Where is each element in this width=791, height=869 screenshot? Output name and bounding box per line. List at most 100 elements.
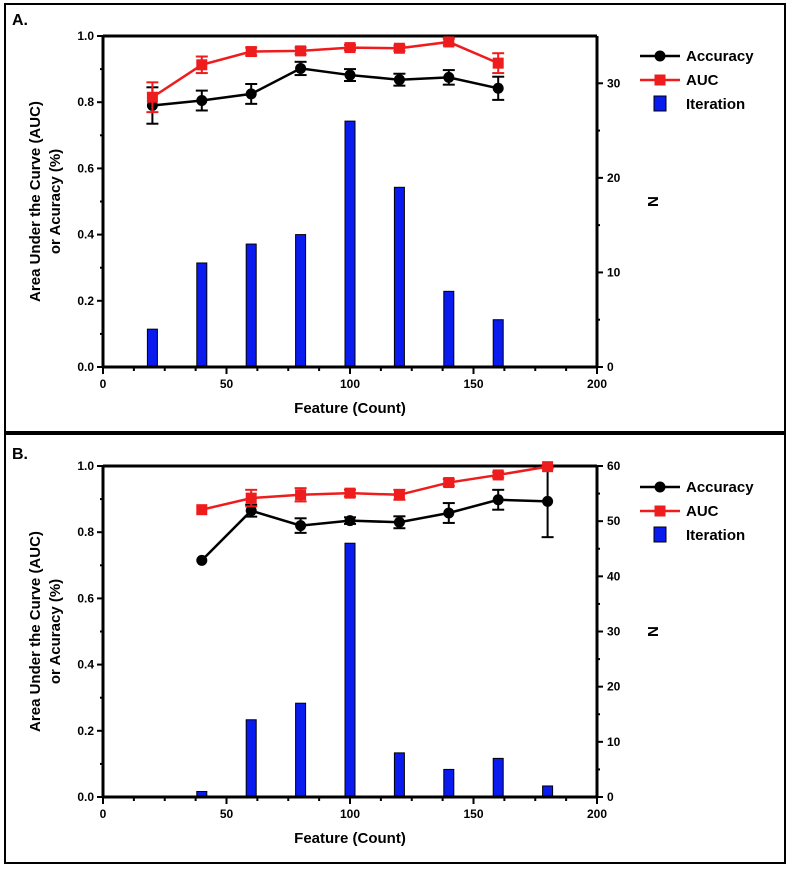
- accuracy-point: [245, 88, 257, 100]
- x-tick-label: 100: [340, 807, 360, 821]
- auc-point: [393, 42, 405, 54]
- iteration-bar: [295, 702, 307, 798]
- accuracy-point: [295, 520, 307, 532]
- x-tick-label: 150: [463, 807, 483, 821]
- y2-tick-label: 20: [607, 171, 621, 185]
- auc-point: [344, 487, 356, 499]
- y-tick-label: 0.0: [77, 360, 94, 374]
- auc-point: [146, 91, 158, 103]
- accuracy-point: [196, 554, 208, 566]
- auc-point: [245, 46, 257, 58]
- accuracy-point: [443, 71, 455, 83]
- legend-swatch-marker: [654, 505, 666, 517]
- auc-point: [492, 57, 504, 69]
- y2-tick-label: 30: [607, 625, 621, 639]
- iteration-bar: [344, 542, 356, 798]
- auc-point: [295, 489, 307, 501]
- iteration-bar: [245, 719, 257, 798]
- auc-point: [443, 36, 455, 48]
- auc-series-line: [201, 465, 548, 511]
- x-tick-label: 150: [463, 377, 483, 391]
- y2-tick-label: 10: [607, 265, 621, 279]
- iteration-bar: [443, 290, 455, 368]
- panel-label: A.: [12, 12, 28, 29]
- accuracy-point: [393, 74, 405, 86]
- y-tick-label: 1.0: [77, 459, 94, 473]
- panel-label: B.: [12, 446, 28, 463]
- legend-swatch-marker: [654, 50, 666, 62]
- y2-tick-label: 0: [607, 360, 614, 374]
- auc-point: [196, 504, 208, 516]
- auc-series-line: [151, 40, 499, 99]
- legend-label: Iteration: [686, 96, 745, 113]
- iteration-bar: [196, 262, 208, 368]
- y2-tick-label: 10: [607, 735, 621, 749]
- accuracy-point: [196, 95, 208, 107]
- accuracy-point: [344, 69, 356, 81]
- y2-tick-label: 60: [607, 459, 621, 473]
- y-axis-title-line-2: or Acuracy (%): [47, 579, 64, 684]
- legend-label: Accuracy: [686, 479, 754, 496]
- y2-tick-label: 30: [607, 76, 621, 90]
- y-axis-title-line-1: Area Under the Curve (AUC): [27, 101, 44, 302]
- legend-swatch-marker: [654, 74, 666, 86]
- y-axis-title-line-2: or Acuracy (%): [47, 149, 64, 254]
- auc-point: [295, 45, 307, 57]
- legend-label: Accuracy: [686, 48, 754, 65]
- x-tick-label: 50: [220, 377, 234, 391]
- accuracy-point: [492, 494, 504, 506]
- accuracy-point: [295, 62, 307, 74]
- legend-swatch-bar: [653, 95, 667, 112]
- legend-label: Iteration: [686, 527, 745, 544]
- y2-axis-title: N: [644, 626, 661, 637]
- y2-tick-label: 0: [607, 790, 614, 804]
- auc-point: [245, 492, 257, 504]
- accuracy-point: [245, 505, 257, 517]
- y-tick-label: 0.2: [77, 724, 94, 738]
- x-tick-label: 0: [100, 377, 107, 391]
- legend-label: AUC: [686, 72, 719, 89]
- iteration-bar: [443, 768, 455, 798]
- iteration-bar: [393, 186, 405, 368]
- accuracy-point: [344, 515, 356, 527]
- accuracy-point: [443, 507, 455, 519]
- iteration-bar: [295, 234, 307, 368]
- y2-axis-title: N: [644, 196, 661, 207]
- x-axis-title: Feature (Count): [294, 400, 406, 417]
- x-tick-label: 0: [100, 807, 107, 821]
- y2-tick-label: 50: [607, 514, 621, 528]
- y-tick-label: 0.8: [77, 525, 94, 539]
- iteration-bar: [344, 120, 356, 368]
- legend-swatch-marker: [654, 481, 666, 493]
- x-tick-label: 50: [220, 807, 234, 821]
- panel-a-frame: [4, 3, 786, 433]
- auc-point: [196, 59, 208, 71]
- accuracy-point: [393, 516, 405, 528]
- legend-label: AUC: [686, 503, 719, 520]
- y-tick-label: 0.4: [77, 228, 94, 242]
- y-tick-label: 0.2: [77, 294, 94, 308]
- y-tick-label: 1.0: [77, 29, 94, 43]
- auc-point: [393, 489, 405, 501]
- accuracy-point: [542, 495, 554, 507]
- y2-tick-label: 20: [607, 680, 621, 694]
- panel-b-frame: [4, 433, 786, 864]
- y-tick-label: 0.4: [77, 658, 94, 672]
- auc-point: [492, 469, 504, 481]
- y-axis-title-line-1: Area Under the Curve (AUC): [27, 531, 44, 732]
- auc-point: [542, 461, 554, 473]
- iteration-bar: [146, 328, 158, 368]
- legend: Accuracy AUC Iteration: [640, 479, 754, 544]
- iteration-bar: [492, 319, 504, 368]
- legend-swatch-bar: [653, 526, 667, 543]
- accuracy-point: [492, 82, 504, 94]
- x-axis-title: Feature (Count): [294, 830, 406, 847]
- auc-point: [344, 42, 356, 54]
- y-tick-label: 0.8: [77, 95, 94, 109]
- accuracy-series-line: [152, 67, 499, 107]
- y-tick-label: 0.0: [77, 790, 94, 804]
- iteration-bar: [542, 785, 554, 798]
- chart-panel-a: A. 0 50 100 150 200 0.0 0.2 0.4 0.6 0.8 1.0 0 10 20 30 F…: [12, 12, 754, 417]
